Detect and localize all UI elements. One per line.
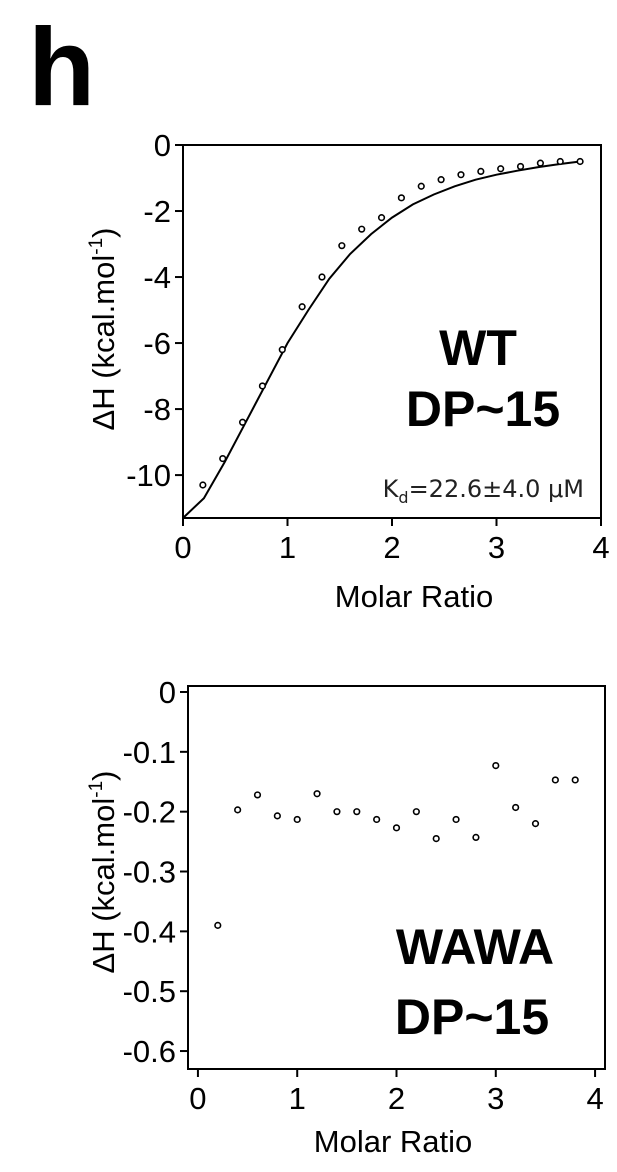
data-point xyxy=(432,835,440,843)
y-tick-label: -0.2 xyxy=(123,795,176,830)
data-point xyxy=(278,346,286,354)
chart-wawa: 0 1 2 3 4 0 -0.1 -0.2 -0.3 -0.4 -0.5 -0.6 Molar Rat… xyxy=(86,675,606,1159)
dp-label: DP~15 xyxy=(395,989,549,1045)
data-point xyxy=(392,824,401,832)
data-point xyxy=(293,815,301,824)
y-tick-label: -8 xyxy=(143,392,171,427)
data-point xyxy=(358,225,366,233)
construct-label: WAWA xyxy=(396,919,554,975)
y-tick-label: -0.4 xyxy=(123,914,176,949)
construct-label: WT xyxy=(439,320,517,376)
x-tick-label: 4 xyxy=(586,1081,603,1116)
x-tick-label: 3 xyxy=(488,530,505,565)
y-axis-title: ΔH (kcal.mol-1) xyxy=(86,228,121,431)
fit-curve xyxy=(182,160,581,519)
axis-ticks: 0 1 2 3 4 0 -2 -4 -6 -8 -10 xyxy=(126,128,609,565)
data-point xyxy=(214,921,222,929)
y-tick-label: -0.3 xyxy=(123,855,176,890)
data-point xyxy=(377,214,386,222)
data-point xyxy=(234,806,242,814)
data-point xyxy=(258,382,267,390)
y-tick-label: 0 xyxy=(154,128,171,163)
y-tick-label: -4 xyxy=(143,260,171,295)
axis-ticks: 0 1 2 3 4 0 -0.1 -0.2 -0.3 -0.4 -0.5 -0.6 xyxy=(123,675,604,1116)
x-axis-title: Molar Ratio xyxy=(314,1124,473,1159)
data-point xyxy=(472,833,480,842)
data-point xyxy=(512,803,520,812)
data-point xyxy=(437,176,445,184)
data-point xyxy=(338,242,346,250)
panel-letter: h xyxy=(28,6,95,129)
y-tick-label: -0.6 xyxy=(123,1034,176,1069)
data-point xyxy=(477,167,485,176)
x-tick-label: 0 xyxy=(174,530,191,565)
data-point xyxy=(253,791,262,799)
data-point xyxy=(452,815,460,824)
data-point xyxy=(492,761,500,770)
y-tick-label: -10 xyxy=(126,458,171,493)
data-points xyxy=(199,157,584,489)
data-point xyxy=(457,171,465,179)
data-point xyxy=(199,481,207,489)
x-tick-label: 3 xyxy=(487,1081,504,1116)
plot-frame xyxy=(187,685,606,1070)
x-tick-label: 2 xyxy=(383,530,400,565)
data-point xyxy=(417,182,425,190)
data-point xyxy=(531,820,540,828)
dp-label: DP~15 xyxy=(406,381,560,437)
plot-frame xyxy=(182,144,602,519)
data-point xyxy=(551,776,559,784)
data-point xyxy=(238,418,247,426)
data-point xyxy=(313,790,321,798)
y-tick-label: -2 xyxy=(143,194,171,229)
y-tick-label: -0.5 xyxy=(123,974,176,1009)
data-point xyxy=(536,159,544,167)
x-tick-label: 4 xyxy=(592,530,609,565)
y-tick-label: -0.1 xyxy=(123,735,176,770)
data-point xyxy=(571,776,579,784)
y-tick-label: -6 xyxy=(143,326,171,361)
chart-wt: 0 1 2 3 4 0 -2 -4 -6 -8 -10 Molar Ratio ΔH (kcal.m… xyxy=(86,128,610,614)
x-axis-title: Molar Ratio xyxy=(335,579,494,614)
data-point xyxy=(412,808,420,816)
y-tick-label: 0 xyxy=(159,675,176,710)
data-points xyxy=(214,761,579,929)
x-tick-label: 0 xyxy=(189,1081,206,1116)
x-tick-label: 1 xyxy=(289,1081,306,1116)
data-point xyxy=(298,303,306,311)
data-point xyxy=(318,273,326,281)
data-point xyxy=(556,157,564,166)
x-tick-label: 2 xyxy=(388,1081,405,1116)
kd-annotation: Kd=22.6±4.0 μM xyxy=(383,475,584,507)
data-point xyxy=(576,157,584,166)
data-point xyxy=(497,165,505,173)
data-point xyxy=(273,812,281,820)
fit-layer xyxy=(182,160,581,519)
x-tick-label: 1 xyxy=(279,530,296,565)
data-point xyxy=(219,454,227,463)
data-point xyxy=(397,194,406,202)
data-point xyxy=(333,808,341,816)
data-point xyxy=(353,808,361,816)
data-point xyxy=(516,162,525,171)
data-point xyxy=(373,815,381,824)
y-axis-title: ΔH (kcal.mol-1) xyxy=(86,771,121,974)
